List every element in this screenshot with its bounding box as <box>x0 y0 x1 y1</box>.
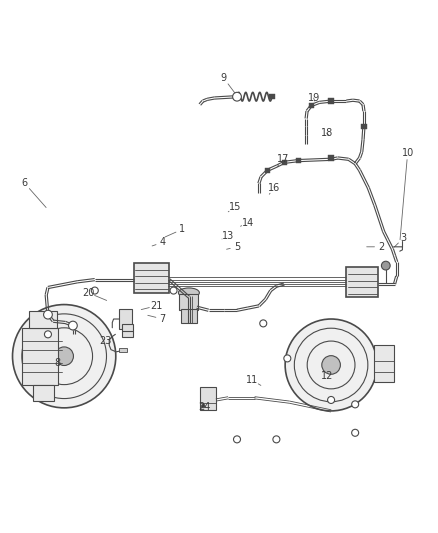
Text: 10: 10 <box>401 148 413 158</box>
Text: 15: 15 <box>228 203 240 213</box>
Circle shape <box>351 401 358 408</box>
Text: 13: 13 <box>222 231 234 241</box>
Circle shape <box>232 92 241 101</box>
Text: 20: 20 <box>82 288 94 298</box>
Circle shape <box>285 319 376 411</box>
Circle shape <box>233 436 240 443</box>
Text: 12: 12 <box>320 371 332 381</box>
Circle shape <box>201 405 205 408</box>
Text: 2: 2 <box>378 242 384 252</box>
Bar <box>180 309 196 324</box>
Bar <box>269 94 274 99</box>
Bar <box>295 158 300 163</box>
Bar <box>328 99 333 104</box>
Text: 17: 17 <box>276 154 289 164</box>
Bar <box>122 324 133 337</box>
Bar <box>134 263 169 293</box>
Circle shape <box>283 355 290 362</box>
Circle shape <box>44 331 51 338</box>
Circle shape <box>272 436 279 443</box>
Bar <box>119 309 132 329</box>
Text: 24: 24 <box>198 401 210 411</box>
Circle shape <box>321 356 339 374</box>
Ellipse shape <box>178 288 199 297</box>
Bar <box>28 311 57 328</box>
Bar <box>346 268 377 297</box>
Bar <box>373 345 393 383</box>
Text: 19: 19 <box>307 93 319 103</box>
Bar <box>119 349 127 352</box>
Text: 6: 6 <box>21 179 28 188</box>
Text: 16: 16 <box>268 183 280 193</box>
Circle shape <box>55 347 73 366</box>
Text: 4: 4 <box>159 237 165 247</box>
Bar <box>199 387 216 410</box>
Circle shape <box>327 397 334 403</box>
Bar <box>328 155 333 160</box>
Text: 11: 11 <box>246 375 258 385</box>
Text: 21: 21 <box>149 301 162 311</box>
Bar <box>308 103 313 108</box>
Bar <box>360 124 366 129</box>
Bar <box>179 294 198 310</box>
Text: 14: 14 <box>241 218 254 228</box>
Bar <box>22 328 58 385</box>
Circle shape <box>91 287 98 294</box>
Text: 7: 7 <box>159 314 166 324</box>
Circle shape <box>12 304 116 408</box>
Text: 23: 23 <box>99 336 112 346</box>
Text: 1: 1 <box>179 224 185 235</box>
Text: 18: 18 <box>320 128 332 138</box>
Text: 5: 5 <box>233 242 240 252</box>
Text: 9: 9 <box>220 74 226 83</box>
Circle shape <box>43 310 52 319</box>
Circle shape <box>259 320 266 327</box>
Circle shape <box>381 261 389 270</box>
Text: 8: 8 <box>54 358 60 368</box>
Bar <box>265 167 270 173</box>
Circle shape <box>170 287 177 294</box>
Circle shape <box>68 321 77 330</box>
Text: 3: 3 <box>399 233 406 243</box>
Bar <box>33 385 54 401</box>
Circle shape <box>351 429 358 437</box>
Bar <box>281 160 286 165</box>
